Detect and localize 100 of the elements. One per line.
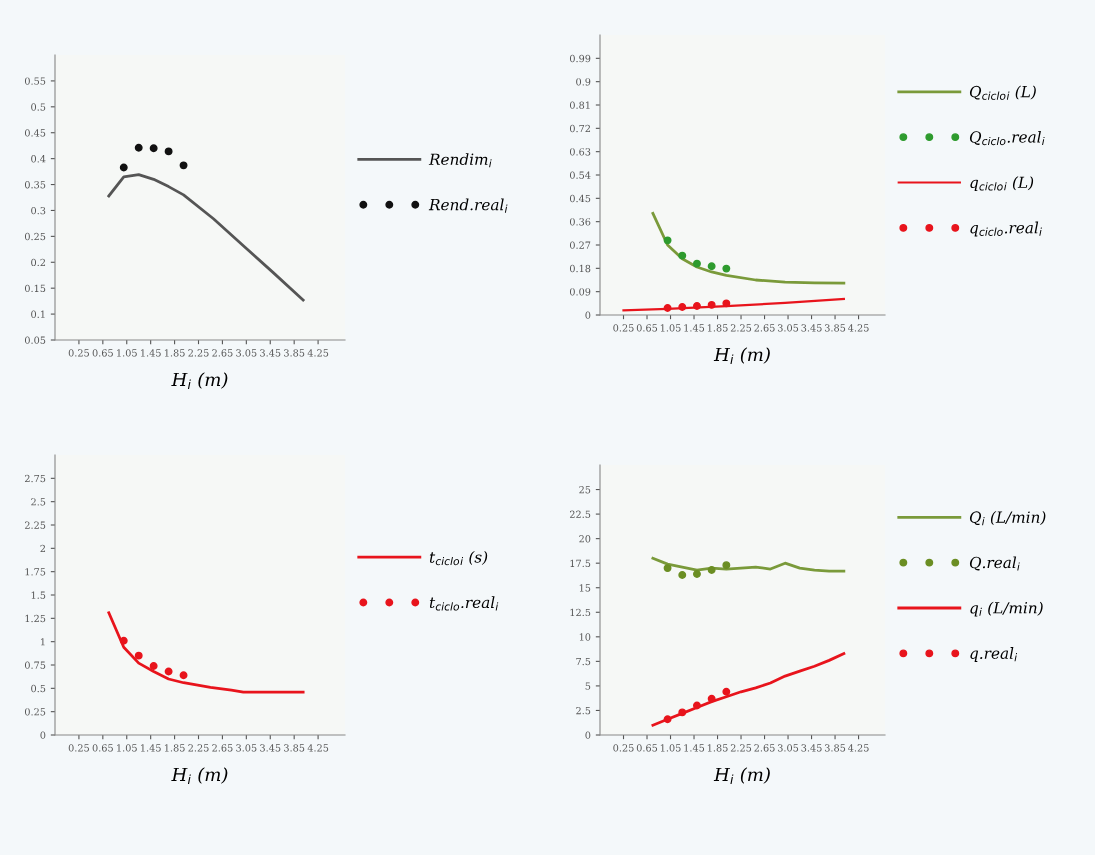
point [663, 715, 672, 724]
y-tick-label: 20 [579, 535, 591, 543]
x-tick-label: 3.85 [824, 744, 846, 752]
y-tick-label: 0.35 [24, 181, 46, 189]
y-tick-label: 2.25 [24, 521, 46, 529]
x-tick-label: 2.65 [212, 744, 233, 752]
x-tick-label: 0.65 [92, 744, 113, 752]
point [693, 570, 701, 578]
point [707, 262, 716, 271]
x-tick-label: 3.45 [260, 744, 281, 752]
x-tick-label: 3.85 [284, 349, 305, 357]
x-tick-label: 1.85 [164, 349, 185, 357]
y-tick-label: 2.5 [576, 706, 591, 715]
point [707, 566, 716, 575]
point [663, 564, 672, 573]
y-tick-label: 2.5 [31, 498, 46, 506]
legend-label: q$_{ciclo}$.real$_{i}$ [970, 221, 1042, 237]
x-tick-label: 1.05 [117, 744, 137, 752]
point [678, 708, 687, 717]
point [678, 303, 687, 311]
y-tick-label: 0.18 [569, 264, 591, 273]
x-tick-label: 4.25 [307, 744, 329, 752]
y-tick-label: 0.72 [569, 124, 591, 133]
x-axis-title: H$_{i}$ (m) [713, 347, 770, 364]
legend-label: Q$_{ciclo}$.real$_{i}$ [969, 130, 1045, 146]
point [179, 161, 188, 170]
line-series [107, 173, 305, 302]
x-tick-label: 0.65 [636, 744, 658, 752]
x-axis-title: H$_{i}$ (m) [171, 767, 228, 784]
legend-label: Rendim$_{i}$ [428, 153, 492, 168]
point [693, 301, 701, 310]
y-tick-label: 0 [585, 731, 591, 739]
x-tick-label: 1.85 [707, 324, 728, 332]
x-tick-label: 3.05 [236, 744, 257, 752]
y-tick-label: 0.55 [24, 77, 46, 85]
x-tick-label: 4.25 [848, 324, 869, 332]
x-axis-title: H$_{i}$ (m) [171, 372, 228, 389]
x-tick-label: 3.45 [801, 324, 822, 332]
x-tick-label: 1.45 [141, 349, 161, 357]
x-tick-label: 1.45 [141, 744, 161, 752]
y-tick-label: 1.5 [31, 591, 46, 599]
y-tick-label: 0.45 [24, 129, 46, 137]
line-series [651, 652, 846, 727]
x-tick-label: 2.25 [730, 744, 752, 752]
x-tick-label: 2.65 [754, 324, 775, 332]
y-tick-label: 0.75 [24, 661, 46, 669]
legend-label: t$_{cicloi}$ (s) [429, 550, 488, 566]
y-tick-label: 0.54 [569, 171, 591, 179]
x-tick-label: 1.45 [684, 744, 705, 752]
x-tick-label: 2.25 [188, 744, 209, 752]
y-tick-label: 0.63 [569, 148, 591, 156]
x-tick-label: 0.25 [613, 324, 634, 332]
y-tick-label: 0.4 [31, 155, 46, 163]
y-tick-label: 0.99 [569, 54, 591, 63]
x-tick-label: 0.65 [92, 349, 113, 357]
line-series [622, 297, 845, 312]
point [722, 264, 731, 273]
point [179, 671, 188, 680]
legend-label: q.real$_{i}$ [970, 647, 1018, 662]
x-tick-label: 3.85 [284, 744, 305, 752]
point [164, 667, 173, 676]
legend-label: Q$_{cicloi}$ (L) [969, 85, 1036, 100]
point [149, 144, 158, 153]
x-tick-label: 1.05 [660, 324, 681, 332]
y-tick-label: 0.2 [31, 258, 46, 267]
x-tick-label: 3.05 [777, 324, 799, 332]
y-tick-label: 2 [40, 544, 46, 553]
y-tick-label: 0.15 [24, 284, 46, 293]
x-tick-label: 2.65 [212, 349, 233, 357]
x-tick-label: 1.85 [164, 744, 185, 752]
x-tick-label: 1.05 [660, 744, 681, 752]
x-tick-label: 4.25 [307, 349, 329, 357]
point [663, 236, 672, 245]
point [663, 304, 672, 312]
y-tick-label: 0 [40, 731, 46, 739]
point [707, 300, 716, 309]
x-tick-label: 0.25 [68, 349, 89, 357]
y-tick-label: 22.5 [569, 510, 591, 518]
point [164, 147, 173, 156]
y-tick-label: 12.5 [570, 608, 591, 617]
point [678, 571, 687, 579]
y-tick-label: 0.27 [569, 241, 591, 249]
y-tick-label: 0.81 [569, 101, 590, 109]
y-tick-label: 0.5 [31, 103, 46, 111]
y-tick-label: 0.45 [569, 194, 591, 203]
point [722, 299, 731, 308]
x-tick-label: 3.05 [236, 349, 257, 357]
point [119, 163, 128, 172]
legend-label: q$_{i}$ (L/min) [970, 601, 1043, 617]
point [693, 259, 701, 268]
y-tick-label: 0.9 [576, 78, 591, 86]
x-tick-label: 2.25 [730, 324, 752, 332]
y-tick-label: 1.25 [25, 614, 46, 623]
y-tick-label: 25 [579, 486, 591, 494]
legend-label: q$_{cicloi}$ (L) [970, 176, 1034, 192]
x-axis-title: H$_{i}$ (m) [713, 767, 770, 784]
point [134, 651, 143, 660]
x-tick-label: 1.05 [117, 349, 137, 357]
x-tick-label: 2.65 [754, 744, 775, 752]
legend-label: Q.real$_{i}$ [969, 556, 1020, 571]
